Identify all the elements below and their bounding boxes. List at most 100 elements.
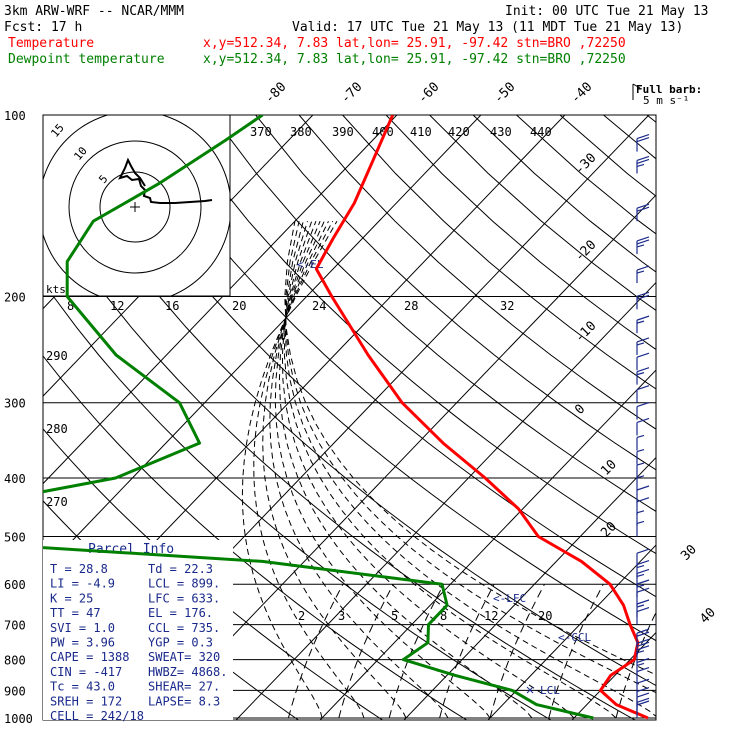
dry-adiabat-line xyxy=(43,203,637,720)
parcel-info-value: T = 28.8 xyxy=(50,562,108,576)
pressure-tick-label: 500 xyxy=(4,530,26,544)
parcel-info-value: Tc = 43.0 xyxy=(50,680,115,694)
parcel-info-value: CCL = 735. xyxy=(148,621,220,635)
wind-barb xyxy=(636,265,650,284)
wind-barb xyxy=(636,352,650,371)
dry-adiabat-line xyxy=(211,115,656,512)
wind-barb xyxy=(636,417,650,436)
barb-key-icon xyxy=(632,83,641,100)
parcel-info-value: TT = 47 xyxy=(50,606,101,620)
parcel-info-value: LFC = 633. xyxy=(148,591,220,605)
parcel-info-value: LI = -4.9 xyxy=(50,577,115,591)
pressure-tick-label: 300 xyxy=(4,397,26,411)
wind-barb xyxy=(636,700,650,718)
mixing-ratio-line xyxy=(615,611,656,719)
pressure-tick-label: 600 xyxy=(4,578,26,592)
theta-e-label: 270 xyxy=(46,495,68,509)
parcel-info-value: EL = 176. xyxy=(148,606,213,620)
pressure-tick-label: 200 xyxy=(4,291,26,305)
theta-e-label: 280 xyxy=(46,422,68,436)
parcel-info-value: K = 25 xyxy=(50,591,93,605)
parcel-info-value: Td = 22.3 xyxy=(148,562,213,576)
theta-label: 420 xyxy=(448,125,470,139)
wind-barb xyxy=(636,367,650,385)
mixing-ratio-line xyxy=(489,583,545,719)
moist-adiabat-line xyxy=(285,221,656,694)
theta-label: 390 xyxy=(332,125,354,139)
moist-adiabat-line xyxy=(281,221,575,719)
theta-e-label: 290 xyxy=(46,349,68,363)
moist-adiabat-line xyxy=(253,220,365,719)
init-time: Init: 00 UTC Tue 21 May 13 xyxy=(505,4,709,19)
sounding-profiles xyxy=(43,115,649,720)
hodograph-trace xyxy=(118,157,213,204)
parcel-info-box: Parcel Info T = 28.8 Td = 22.3LI = -4.9 LC… xyxy=(43,540,233,723)
wind-barbs xyxy=(636,134,650,718)
theta-e-label: 32 xyxy=(500,299,514,313)
model-title: 3km ARW-WRF -- NCAR/MMM xyxy=(4,4,184,19)
wind-barb xyxy=(636,203,650,222)
theta-label: 430 xyxy=(490,125,512,139)
pressure-tick-label: 100 xyxy=(4,109,26,123)
ccl-marker: <-CCL xyxy=(558,631,591,644)
dry-adiabat-line xyxy=(124,115,656,598)
wind-barb xyxy=(636,402,650,420)
temperature-profile-line xyxy=(314,115,649,720)
hodograph-center-icon xyxy=(130,202,140,212)
wind-barb xyxy=(636,645,650,663)
theta-label: 370 xyxy=(250,125,272,139)
pressure-tick-label: 900 xyxy=(4,684,26,698)
barb-key-units: 5 m s⁻¹ xyxy=(643,94,689,107)
parcel-info-value: CELL = 242/18 xyxy=(50,709,144,723)
theta-label: 410 xyxy=(410,125,432,139)
isotherm-line xyxy=(487,544,656,720)
wind-barb xyxy=(636,475,645,491)
mixing-ratio-label: 3 xyxy=(338,609,345,623)
isotherm-line xyxy=(151,194,656,720)
mixing-ratio-line xyxy=(548,583,604,719)
wind-barb xyxy=(636,155,650,174)
theta-label: 380 xyxy=(290,125,312,139)
moist-adiabat-line xyxy=(269,220,449,719)
dry-adiabat-line xyxy=(255,115,656,471)
pressure-tick-label: 800 xyxy=(4,654,26,668)
moist-adiabat-line xyxy=(262,220,407,719)
dry-adiabat-line xyxy=(43,122,656,687)
wind-barb xyxy=(636,337,650,355)
mixing-ratio-line xyxy=(439,583,495,719)
theta-label: 440 xyxy=(530,125,552,139)
mixing-ratio-label: 5 xyxy=(391,609,398,623)
mixing-ratio-line xyxy=(287,583,344,719)
isotherm-line xyxy=(43,115,482,572)
mixing-ratio-line xyxy=(338,583,394,719)
hodograph: 5 10 15 kts xyxy=(42,114,231,297)
parcel-info-value: LCL = 899. xyxy=(148,577,220,591)
parcel-info-value: HWBZ= 4868. xyxy=(148,665,227,679)
theta-e-label: 16 xyxy=(165,299,179,313)
moist-adiabat-line xyxy=(284,221,656,676)
wind-barb xyxy=(636,607,650,625)
dry-adiabat-line xyxy=(342,115,656,390)
wind-barb xyxy=(636,485,650,504)
wind-barb xyxy=(636,134,650,152)
theta-e-label: 28 xyxy=(404,299,418,313)
mixing-ratio-label: 2 xyxy=(298,609,305,623)
temperature-point-info: x,y=512.34, 7.83 lat,lon= 25.91, -97.42 … xyxy=(203,36,626,51)
isotherm-line xyxy=(403,456,656,720)
lcl-cross-icon xyxy=(526,686,534,694)
wind-barb xyxy=(636,291,650,310)
isotherm-line xyxy=(319,369,656,720)
pressure-tick-label: 1000 xyxy=(4,712,33,726)
parcel-info-value: CIN = -417 xyxy=(50,665,122,679)
valid-time: Valid: 17 UTC Tue 21 May 13 (11 MDT Tue … xyxy=(292,20,683,35)
parcel-info-value: LAPSE= 8.3 xyxy=(148,694,220,708)
moist-adiabat-line xyxy=(278,221,533,719)
wind-barb xyxy=(636,434,645,451)
wind-barb xyxy=(636,666,650,685)
theta-e-label: 8 xyxy=(67,299,74,313)
mixing-ratio-label: 8 xyxy=(440,609,447,623)
mixing-ratio-label: 20 xyxy=(538,609,552,623)
dry-adiabat-line xyxy=(43,355,468,720)
lfc-marker: <-LFC xyxy=(493,592,526,605)
